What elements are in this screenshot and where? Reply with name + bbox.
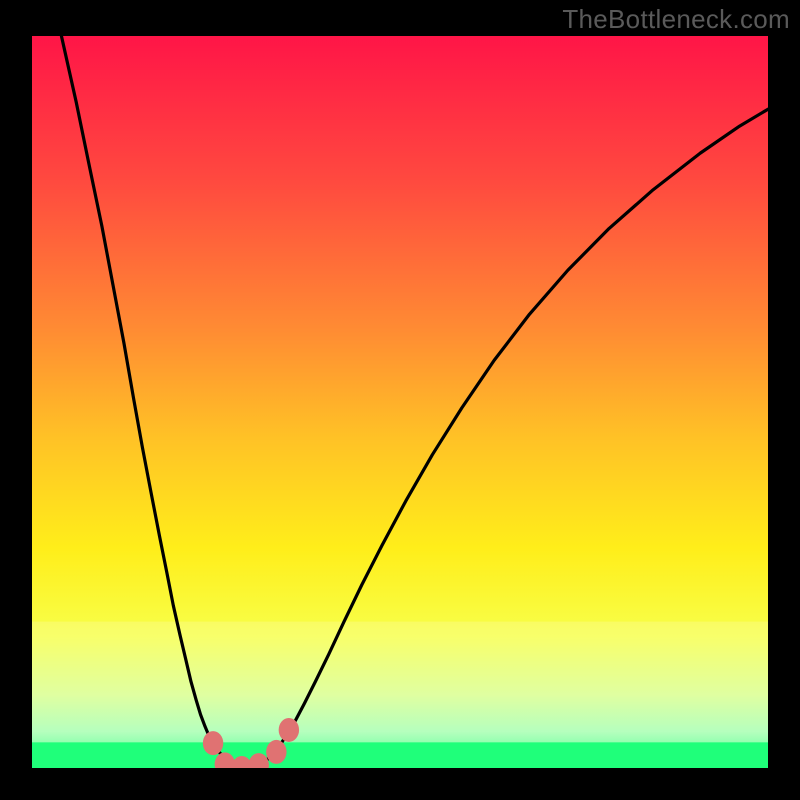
watermark-text: TheBottleneck.com [562, 4, 790, 35]
green-band [32, 742, 768, 768]
curve-marker [203, 731, 223, 755]
bottleneck-chart [32, 36, 768, 768]
pale-band [32, 622, 768, 743]
curve-marker [279, 718, 299, 742]
curve-marker [266, 740, 286, 764]
chart-frame: TheBottleneck.com [0, 0, 800, 800]
